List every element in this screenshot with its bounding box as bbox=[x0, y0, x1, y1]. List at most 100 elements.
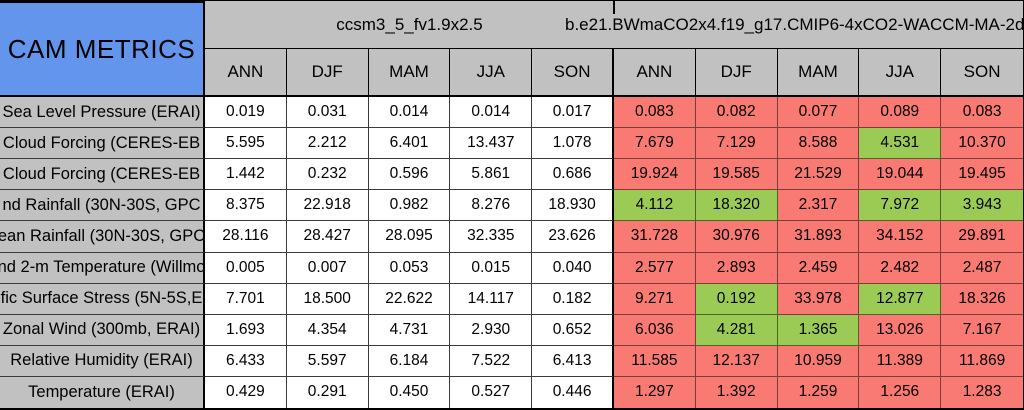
metric-value-model1: 14.117 bbox=[450, 283, 533, 315]
season-header: JJA bbox=[859, 49, 942, 97]
row-label: nd Rainfall (30N-30S, GPC bbox=[0, 190, 205, 222]
season-header: ANN bbox=[205, 49, 287, 97]
metric-value-model2: 1.392 bbox=[695, 376, 778, 408]
metric-value-model1: 0.429 bbox=[205, 376, 287, 408]
metric-value-model1: 0.450 bbox=[368, 376, 451, 408]
row-label: fic Surface Stress (5N-5S,E bbox=[0, 283, 205, 315]
model2-header: b.e21.BWmaCO2x4.f19_g17.CMIP6-4xCO2-WACC… bbox=[565, 1, 1024, 49]
metric-value-model1: 2.212 bbox=[286, 128, 369, 160]
metric-value-model2: 2.482 bbox=[859, 252, 942, 284]
metric-value-model2: 7.972 bbox=[859, 190, 942, 222]
season-header: MAM bbox=[777, 49, 860, 97]
table-title-cell: CAM METRICS bbox=[0, 1, 205, 97]
metric-value-model2: 3.943 bbox=[941, 190, 1023, 222]
metric-value-model1: 0.005 bbox=[205, 252, 287, 284]
metric-value-model1: 32.335 bbox=[450, 221, 533, 253]
row-label: nd 2-m Temperature (Willmo bbox=[0, 252, 205, 284]
metric-value-model1: 0.014 bbox=[450, 97, 533, 129]
metric-value-model2: 30.976 bbox=[695, 221, 778, 253]
metric-value-model2: 1.283 bbox=[941, 376, 1023, 408]
metric-value-model2: 1.365 bbox=[777, 314, 860, 346]
metric-value-model1: 1.442 bbox=[205, 159, 287, 191]
metric-value-model2: 19.495 bbox=[941, 159, 1023, 191]
metric-value-model1: 4.731 bbox=[368, 314, 451, 346]
season-header: SON bbox=[532, 49, 614, 97]
metric-value-model1: 0.527 bbox=[450, 376, 533, 408]
metric-value-model2: 0.083 bbox=[941, 97, 1023, 129]
metric-value-model2: 21.529 bbox=[777, 159, 860, 191]
metric-value-model2: 7.129 bbox=[695, 128, 778, 160]
metric-value-model1: 5.597 bbox=[286, 345, 369, 377]
metric-value-model2: 9.271 bbox=[614, 283, 696, 315]
metric-value-model1: 5.595 bbox=[205, 128, 287, 160]
season-header: JJA bbox=[450, 49, 533, 97]
metric-value-model2: 2.893 bbox=[695, 252, 778, 284]
metric-value-model1: 18.500 bbox=[286, 283, 369, 315]
metric-value-model1: 22.622 bbox=[368, 283, 451, 315]
metric-value-model2: 19.924 bbox=[614, 159, 696, 191]
metric-value-model1: 0.232 bbox=[286, 159, 369, 191]
metric-value-model1: 6.433 bbox=[205, 345, 287, 377]
season-header: DJF bbox=[286, 49, 369, 97]
metric-value-model2: 12.137 bbox=[695, 345, 778, 377]
metric-value-model2: 11.869 bbox=[941, 345, 1023, 377]
row-label: Relative Humidity (ERAI) bbox=[0, 345, 205, 377]
metric-value-model1: 8.276 bbox=[450, 190, 533, 222]
metric-value-model2: 12.877 bbox=[859, 283, 942, 315]
metric-value-model2: 7.679 bbox=[614, 128, 696, 160]
metric-value-model1: 0.007 bbox=[286, 252, 369, 284]
metric-value-model1: 22.918 bbox=[286, 190, 369, 222]
metric-value-model1: 0.291 bbox=[286, 376, 369, 408]
metric-value-model1: 28.116 bbox=[205, 221, 287, 253]
model1-header: ccsm3_5_fv1.9x2.5 bbox=[205, 1, 614, 49]
metric-value-model2: 13.026 bbox=[859, 314, 942, 346]
row-label: Cloud Forcing (CERES-EB bbox=[0, 128, 205, 160]
metric-value-model1: 0.014 bbox=[368, 97, 451, 129]
metric-value-model1: 5.861 bbox=[450, 159, 533, 191]
metric-value-model2: 2.317 bbox=[777, 190, 860, 222]
metric-value-model2: 31.728 bbox=[614, 221, 696, 253]
season-header: MAM bbox=[368, 49, 451, 97]
row-label: Sea Level Pressure (ERAI) bbox=[0, 97, 205, 129]
metric-value-model2: 31.893 bbox=[777, 221, 860, 253]
metric-value-model1: 0.019 bbox=[205, 97, 287, 129]
metric-value-model1: 23.626 bbox=[532, 221, 614, 253]
metric-value-model1: 0.446 bbox=[532, 376, 614, 408]
metric-value-model2: 0.192 bbox=[695, 283, 778, 315]
metric-value-model1: 0.017 bbox=[532, 97, 614, 129]
metric-value-model1: 8.375 bbox=[205, 190, 287, 222]
row-label: Temperature (ERAI) bbox=[0, 376, 205, 408]
metric-value-model2: 0.082 bbox=[695, 97, 778, 129]
metric-value-model2: 0.077 bbox=[777, 97, 860, 129]
metric-value-model1: 28.427 bbox=[286, 221, 369, 253]
metric-value-model1: 0.015 bbox=[450, 252, 533, 284]
metric-value-model2: 4.281 bbox=[695, 314, 778, 346]
metric-value-model1: 13.437 bbox=[450, 128, 533, 160]
row-label: Zonal Wind (300mb, ERAI) bbox=[0, 314, 205, 346]
metric-value-model2: 19.044 bbox=[859, 159, 942, 191]
metric-value-model2: 4.531 bbox=[859, 128, 942, 160]
metric-value-model2: 18.320 bbox=[695, 190, 778, 222]
metric-value-model2: 2.577 bbox=[614, 252, 696, 284]
season-header: ANN bbox=[614, 49, 696, 97]
metric-value-model2: 4.112 bbox=[614, 190, 696, 222]
metric-value-model2: 1.297 bbox=[614, 376, 696, 408]
metric-value-model2: 6.036 bbox=[614, 314, 696, 346]
metric-value-model1: 4.354 bbox=[286, 314, 369, 346]
metric-value-model2: 29.891 bbox=[941, 221, 1023, 253]
metric-value-model2: 10.370 bbox=[941, 128, 1023, 160]
metric-value-model1: 7.522 bbox=[450, 345, 533, 377]
metric-value-model1: 0.182 bbox=[532, 283, 614, 315]
metric-value-model2: 11.585 bbox=[614, 345, 696, 377]
row-label: ean Rainfall (30N-30S, GPC bbox=[0, 221, 205, 253]
metric-value-model1: 1.693 bbox=[205, 314, 287, 346]
metric-value-model2: 7.167 bbox=[941, 314, 1023, 346]
season-header: DJF bbox=[695, 49, 778, 97]
metric-value-model2: 1.259 bbox=[777, 376, 860, 408]
metric-value-model2: 10.959 bbox=[777, 345, 860, 377]
metric-value-model1: 0.596 bbox=[368, 159, 451, 191]
season-header: SON bbox=[941, 49, 1023, 97]
row-label: Cloud Forcing (CERES-EB bbox=[0, 159, 205, 191]
